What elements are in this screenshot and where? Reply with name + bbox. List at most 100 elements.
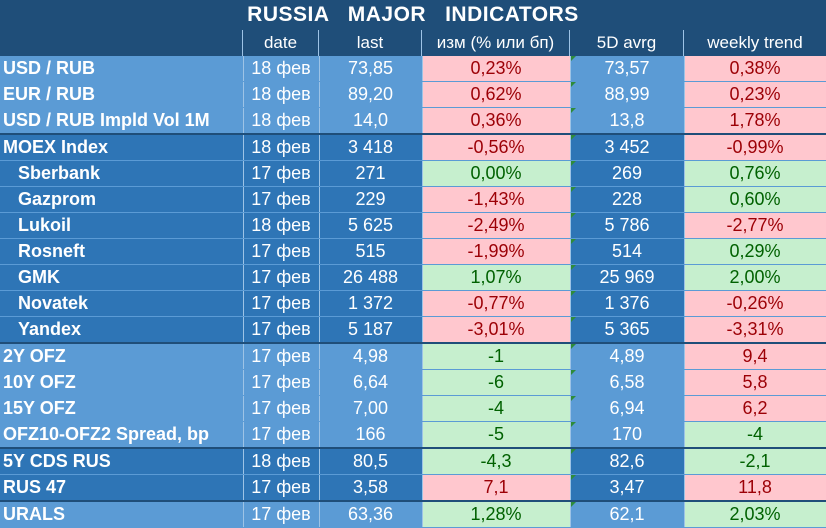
table-row: Gazprom 17 фев 229 -1,43% 228 0,60%	[0, 186, 826, 214]
table-row: OFZ10-OFZ2 Spread, bp 17 фев 166 -5 170 -4	[0, 421, 826, 449]
indicator-name: Gazprom	[0, 186, 244, 214]
avg-5d-value: 82,6	[570, 447, 685, 476]
indicators-table: USD / RUB 18 фев 73,85 0,23% 73,57 0,38% EUR /…	[0, 56, 826, 528]
indicator-name: 15Y OFZ	[0, 395, 244, 423]
date-cell: 17 фев	[243, 395, 320, 423]
change-value: -4	[422, 395, 571, 423]
last-value: 229	[319, 186, 423, 214]
avg-5d-value: 1 376	[570, 290, 685, 318]
avg-5d-value: 13,8	[570, 107, 685, 135]
avg-5d-value: 3,47	[570, 474, 685, 502]
table-row: Yandex 17 фев 5 187 -3,01% 5 365 -3,31%	[0, 316, 826, 344]
indicator-name: USD / RUB Impld Vol 1M	[0, 107, 244, 135]
avg-5d-value: 228	[570, 186, 685, 214]
table-row: Lukoil 18 фев 5 625 -2,49% 5 786 -2,77%	[0, 212, 826, 240]
change-value: -3,01%	[422, 316, 571, 344]
avg-5d-value: 3 452	[570, 133, 685, 162]
date-cell: 18 фев	[243, 212, 320, 240]
weekly-trend-value: -3,31%	[684, 316, 826, 344]
date-cell: 18 фев	[243, 56, 320, 83]
change-value: 1,28%	[422, 500, 571, 528]
table-row: Sberbank 17 фев 271 0,00% 269 0,76%	[0, 160, 826, 188]
weekly-trend-value: -0,99%	[684, 133, 826, 162]
table-row: MOEX Index 18 фев 3 418 -0,56% 3 452 -0,99%	[0, 133, 826, 162]
weekly-trend-value: 2,00%	[684, 264, 826, 292]
change-value: -2,49%	[422, 212, 571, 240]
last-value: 271	[319, 160, 423, 188]
avg-5d-value: 6,58	[570, 369, 685, 397]
date-cell: 17 фев	[243, 238, 320, 266]
date-cell: 17 фев	[243, 474, 320, 502]
change-value: -5	[422, 421, 571, 449]
change-value: 0,00%	[422, 160, 571, 188]
table-row: 2Y OFZ 17 фев 4,98 -1 4,89 9,4	[0, 342, 826, 371]
indicator-name: RUS 47	[0, 474, 244, 502]
avg-5d-value: 5 786	[570, 212, 685, 240]
date-cell: 17 фев	[243, 160, 320, 188]
indicator-name: Lukoil	[0, 212, 244, 240]
last-value: 166	[319, 421, 423, 449]
table-row: USD / RUB 18 фев 73,85 0,23% 73,57 0,38%	[0, 56, 826, 83]
weekly-trend-value: 0,60%	[684, 186, 826, 214]
last-value: 89,20	[319, 81, 423, 109]
date-cell: 18 фев	[243, 133, 320, 162]
avg-5d-value: 5 365	[570, 316, 685, 344]
change-value: 7,1	[422, 474, 571, 502]
last-value: 80,5	[319, 447, 423, 476]
table-row: Rosneft 17 фев 515 -1,99% 514 0,29%	[0, 238, 826, 266]
weekly-trend-value: 11,8	[684, 474, 826, 502]
weekly-trend-value: 0,38%	[684, 56, 826, 83]
last-value: 63,36	[319, 500, 423, 528]
indicator-name: 10Y OFZ	[0, 369, 244, 397]
date-cell: 17 фев	[243, 186, 320, 214]
date-cell: 18 фев	[243, 107, 320, 135]
indicator-name: Rosneft	[0, 238, 244, 266]
avg-5d-value: 4,89	[570, 342, 685, 371]
weekly-trend-value: 0,23%	[684, 81, 826, 109]
change-value: -1,43%	[422, 186, 571, 214]
last-value: 4,98	[319, 342, 423, 371]
weekly-trend-value: 2,03%	[684, 500, 826, 528]
last-value: 1 372	[319, 290, 423, 318]
date-cell: 18 фев	[243, 447, 320, 476]
weekly-trend-value: -0,26%	[684, 290, 826, 318]
weekly-trend-value: 6,2	[684, 395, 826, 423]
last-value: 14,0	[319, 107, 423, 135]
last-value: 3 418	[319, 133, 423, 162]
weekly-trend-value: -4	[684, 421, 826, 449]
date-cell: 17 фев	[243, 264, 320, 292]
header-name	[0, 30, 243, 56]
indicator-name: 2Y OFZ	[0, 342, 244, 371]
last-value: 5 187	[319, 316, 423, 344]
avg-5d-value: 25 969	[570, 264, 685, 292]
last-value: 515	[319, 238, 423, 266]
last-value: 6,64	[319, 369, 423, 397]
table-row: Novatek 17 фев 1 372 -0,77% 1 376 -0,26%	[0, 290, 826, 318]
date-cell: 17 фев	[243, 316, 320, 344]
last-value: 26 488	[319, 264, 423, 292]
avg-5d-value: 269	[570, 160, 685, 188]
last-value: 5 625	[319, 212, 423, 240]
weekly-trend-value: 5,8	[684, 369, 826, 397]
date-cell: 17 фев	[243, 421, 320, 449]
header-last: last	[319, 30, 422, 56]
change-value: 0,36%	[422, 107, 571, 135]
change-value: -0,77%	[422, 290, 571, 318]
date-cell: 17 фев	[243, 342, 320, 371]
last-value: 7,00	[319, 395, 423, 423]
indicator-name: Yandex	[0, 316, 244, 344]
change-value: -1	[422, 342, 571, 371]
indicator-name: Sberbank	[0, 160, 244, 188]
table-row: USD / RUB Impld Vol 1M 18 фев 14,0 0,36% 13,…	[0, 107, 826, 135]
avg-5d-value: 62,1	[570, 500, 685, 528]
table-row: RUS 47 17 фев 3,58 7,1 3,47 11,8	[0, 474, 826, 502]
weekly-trend-value: 0,76%	[684, 160, 826, 188]
weekly-trend-value: 9,4	[684, 342, 826, 371]
last-value: 73,85	[319, 56, 423, 83]
header-5d-avg: 5D avrg	[570, 30, 684, 56]
change-value: -0,56%	[422, 133, 571, 162]
weekly-trend-value: -2,1	[684, 447, 826, 476]
avg-5d-value: 514	[570, 238, 685, 266]
change-value: 0,23%	[422, 56, 571, 83]
header-weekly-trend: weekly trend	[684, 30, 826, 56]
